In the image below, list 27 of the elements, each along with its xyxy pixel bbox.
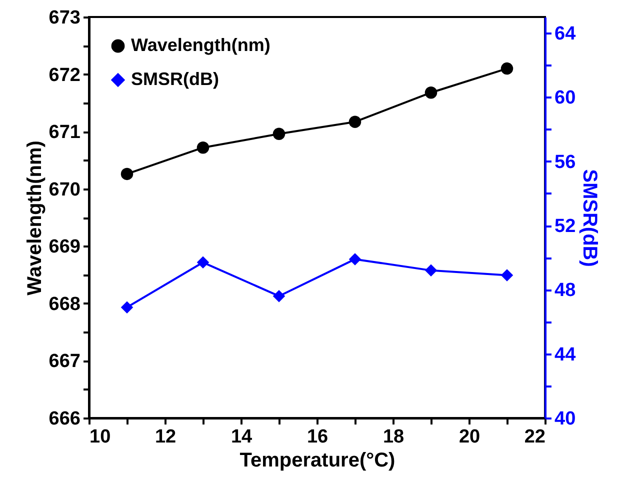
y-tick-label: 672 [48,64,80,86]
y2-tick-label: 40 [554,408,576,430]
y-tick-label: 666 [48,408,80,430]
x-tick-label: 12 [154,426,176,448]
x-tick-label: 10 [90,426,111,448]
x-tick-label: 22 [524,426,546,448]
y2-tick-label: 56 [554,152,576,173]
y2-tick-label: 64 [554,24,576,45]
y-axis-title: Wavelength(nm) [24,140,46,296]
y-tick-label: 670 [48,179,80,200]
x-tick-label: 16 [306,426,328,448]
x-tick-label: 14 [230,426,252,448]
y2-tick-label: 60 [554,88,576,109]
x-axis-title: Temperature(°C) [240,450,396,472]
y2-axis-title: SMSR(dB) [578,169,601,267]
y-tick-label: 669 [48,236,80,258]
y-tick-label: 667 [48,351,80,372]
x-tick-label: 20 [458,426,480,448]
y-tick-label: 671 [48,122,81,144]
legend-label: SMSR(dB) [131,69,219,89]
y2-tick-label: 52 [554,216,576,238]
legend-label: Wavelength(nm) [131,35,270,55]
y2-tick-label: 48 [554,280,576,302]
y-tick-label: 668 [48,294,80,315]
x-tick-label: 18 [382,426,404,448]
y2-tick-label: 44 [554,344,576,366]
y-tick-label: 673 [48,8,80,28]
